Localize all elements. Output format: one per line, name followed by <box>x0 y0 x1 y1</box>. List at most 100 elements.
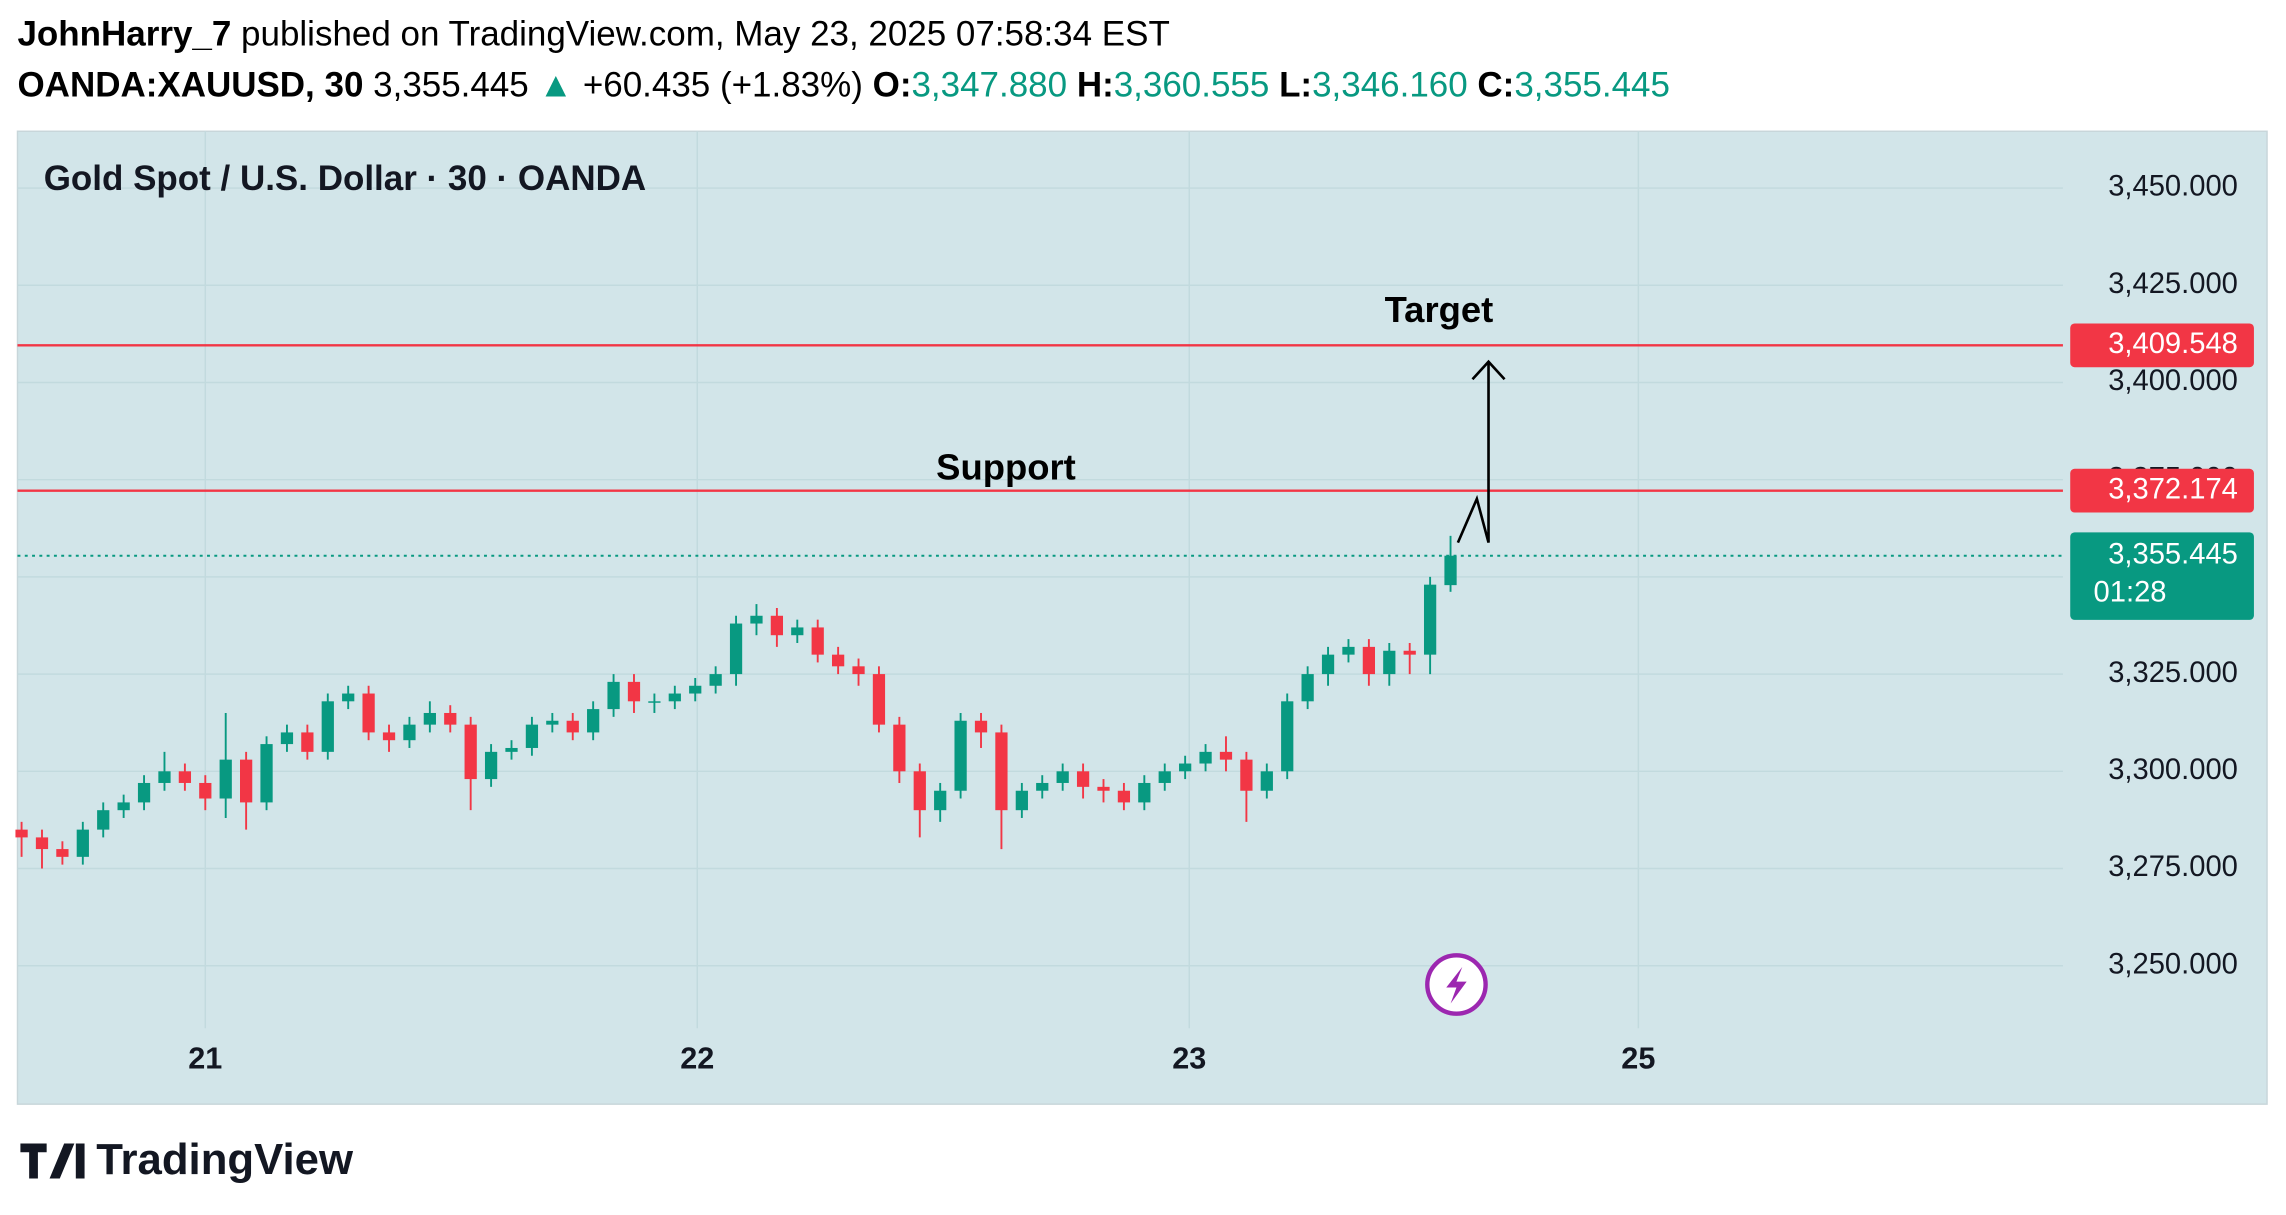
published: published on TradingView.com, May 23, 20… <box>241 15 1170 54</box>
candle-body <box>362 693 375 733</box>
y-tick-label: 3,275.000 <box>2108 851 2238 883</box>
plot: 3,250.000 3,275.000 3,300.000 3,325.000 3,35… <box>15 131 2254 1075</box>
candle-body <box>342 693 355 702</box>
candle-body <box>1158 771 1171 783</box>
logo <box>20 1143 85 1179</box>
candle-body <box>321 701 334 752</box>
candle-body <box>403 724 416 741</box>
candle-body <box>1036 782 1049 791</box>
candle-body <box>689 685 702 694</box>
y-tick-label: 3,325.000 <box>2108 657 2238 689</box>
chart-title: Gold Spot / U.S. Dollar · 30 · OANDA <box>44 159 646 198</box>
countdown: 01:28 <box>2094 576 2167 608</box>
brand: TradingView <box>96 1135 354 1184</box>
candle-body <box>566 720 579 733</box>
candle-body <box>464 724 477 780</box>
candle-body <box>219 759 232 799</box>
candle-body <box>729 623 743 675</box>
candle-body <box>423 712 436 725</box>
candle-body <box>158 771 171 783</box>
l: 3,346.160 <box>1312 66 1468 105</box>
candle-body <box>811 627 824 655</box>
candle-body <box>1260 771 1273 791</box>
candle-body <box>750 615 763 624</box>
candle-body <box>1138 782 1151 803</box>
candle-body <box>484 751 498 780</box>
candle-body <box>607 681 620 710</box>
candle-body <box>35 837 49 850</box>
author: JohnHarry_7 <box>17 15 231 54</box>
candle-body <box>301 732 314 752</box>
y-tick-label: 3,425.000 <box>2108 268 2238 300</box>
candle-body <box>525 724 539 748</box>
candle-body <box>1383 650 1396 675</box>
candle-body <box>1281 701 1294 772</box>
c: 3,355.445 <box>1514 66 1670 105</box>
l-label: L: <box>1279 66 1312 105</box>
candle-body <box>1097 786 1110 791</box>
candle-body <box>178 771 192 783</box>
change: +60.435 (+1.83%) <box>583 66 863 105</box>
candle-body <box>872 674 886 725</box>
symbol: OANDA:XAUUSD, 30 <box>17 66 363 105</box>
candle-body <box>1423 584 1437 655</box>
last-price-box <box>2070 532 2254 620</box>
candle-body <box>382 732 396 741</box>
c-label: C: <box>1477 66 1514 105</box>
candle-body <box>1076 771 1090 787</box>
candle-body <box>1240 759 1253 791</box>
candle-body <box>546 720 559 725</box>
quote-line: OANDA:XAUUSD, 30 3,355.445 ▲ +60.435 (+1… <box>17 66 1669 105</box>
price-label: 3,372.174 <box>2108 473 2238 505</box>
h: 3,360.555 <box>1114 66 1270 105</box>
candle-body <box>587 709 600 733</box>
candle-body <box>791 627 804 636</box>
candle-body <box>831 654 845 667</box>
annotation: Support <box>936 446 1076 487</box>
candle-body <box>56 849 69 857</box>
candle-body <box>1362 646 1376 675</box>
candle-body <box>1301 674 1314 702</box>
candle-body <box>505 747 518 752</box>
candle-body <box>260 744 273 803</box>
candle-body <box>280 732 294 745</box>
candle-body <box>76 829 89 857</box>
candle-body <box>648 701 661 703</box>
y-tick-label: 3,450.000 <box>2108 171 2238 203</box>
y-tick-label: 3,250.000 <box>2108 948 2238 980</box>
price-label-box <box>2070 468 2254 513</box>
candle-body <box>1056 771 1069 783</box>
o-label: O: <box>873 66 912 105</box>
x-tick-label: 25 <box>1621 1041 1655 1075</box>
candle-body <box>770 615 784 636</box>
annotation: Target <box>1385 289 1494 330</box>
candle-body <box>934 790 947 811</box>
h-label: H: <box>1077 66 1114 105</box>
candle-body <box>974 720 988 733</box>
header-line: JohnHarry_7 published on TradingView.com… <box>17 15 1169 54</box>
candle-body <box>117 802 130 811</box>
candle-body <box>1199 751 1212 764</box>
candle-body <box>444 712 457 725</box>
candle-body <box>240 759 253 803</box>
lightning <box>1446 967 1467 1004</box>
candle-body <box>1117 790 1131 803</box>
o: 3,347.880 <box>911 66 1067 105</box>
candle-body <box>893 724 906 772</box>
chart-panel <box>16 130 2268 1105</box>
last-price-label: 3,355.445 <box>2108 538 2238 570</box>
candle-body <box>1321 654 1335 675</box>
candle-body <box>627 681 641 702</box>
candle-body <box>15 829 28 838</box>
last: 3,355.445 <box>373 66 529 105</box>
candle-body <box>995 732 1008 811</box>
candle-body <box>913 771 926 811</box>
price-label: 3,409.548 <box>2108 328 2238 360</box>
candle-body <box>97 810 110 830</box>
y-tick-label: 3,300.000 <box>2108 754 2238 786</box>
candle-body <box>199 782 212 799</box>
arrow-drawing <box>1456 359 1506 544</box>
candle-body <box>852 666 865 675</box>
candle-body <box>1015 790 1028 811</box>
